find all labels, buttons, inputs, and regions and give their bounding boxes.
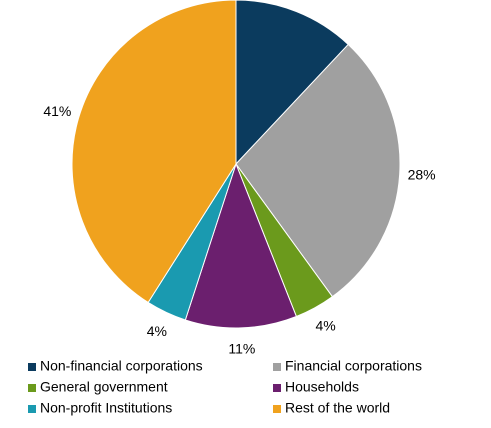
data-label: 28% [408,166,436,182]
legend-label: Non-financial corporations [40,358,203,374]
legend-marker [273,405,281,413]
pie-slice [184,162,298,329]
data-label: 11% [228,341,255,357]
data-label: 41% [43,103,71,119]
pie-slice [71,0,237,304]
data-label: 4% [315,318,335,334]
legend-marker [28,363,36,371]
legend-marker [273,384,281,392]
legend-marker [28,405,36,413]
legend-label: Financial corporations [285,358,422,374]
legend-marker [28,384,36,392]
legend-label: Non-profit Institutions [40,400,172,416]
legend-label: Rest of the world [285,400,390,416]
legend-label: Households [285,379,359,395]
legend-marker [273,363,281,371]
legend-label: General government [40,379,168,395]
data-label: 4% [147,323,167,339]
pie-slice [235,0,349,166]
pie-slice [235,43,401,298]
